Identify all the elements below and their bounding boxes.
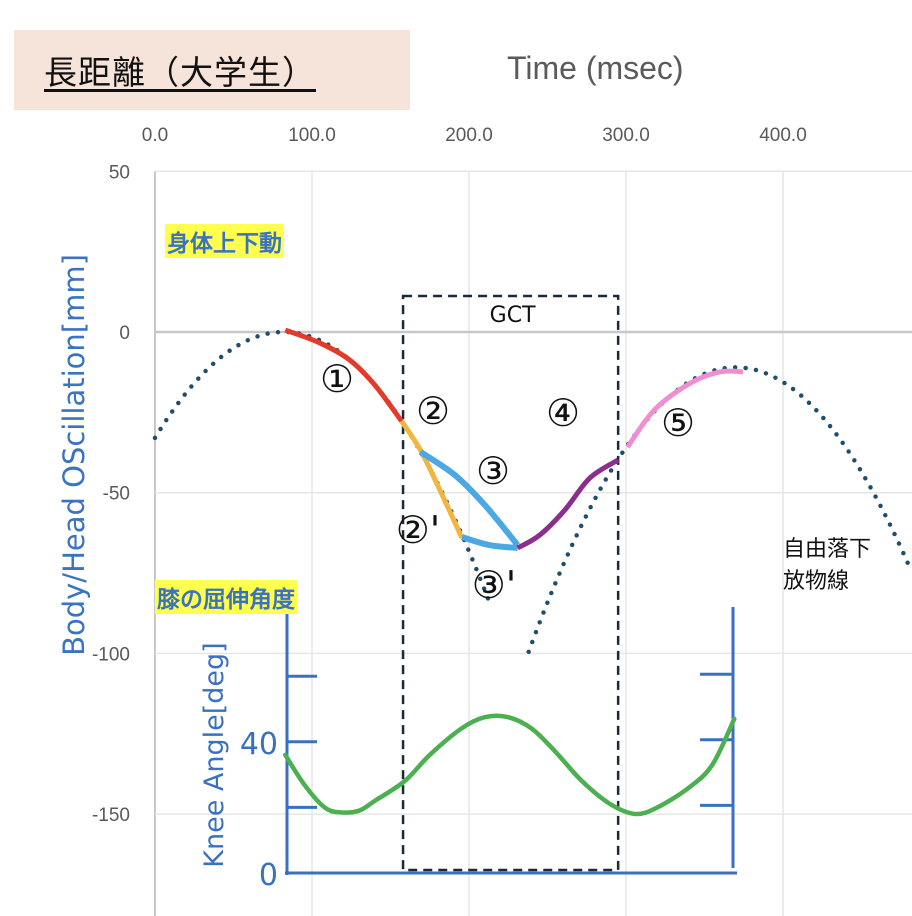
y-tick-label: -50 (103, 484, 130, 505)
y-axis-title: Body/Head OScillation[mm] (57, 254, 91, 656)
knee-tick-label: 40 (240, 727, 278, 762)
title-box (14, 30, 410, 110)
phase-3-line (418, 449, 520, 547)
label-phase-1: ① (320, 357, 354, 401)
phase-4-line (516, 457, 620, 551)
phase-2-line (399, 419, 465, 540)
label-phase-3: ③ (476, 449, 510, 493)
y-tick-label: 50 (109, 162, 130, 183)
x-tick-label: 400.0 (759, 125, 807, 146)
x-tick-label: 200.0 (445, 125, 493, 146)
free-fall-line1: 自由落下 (783, 537, 872, 562)
free-fall-line2: 放物線 (783, 569, 850, 594)
knee-section-label: 膝の屈伸角度 (155, 580, 297, 614)
label-phase-2p: ②' (396, 508, 441, 552)
label-phase-3p: ③' (472, 563, 517, 607)
body-section-label: 身体上下動 (165, 224, 284, 258)
phase-3-prime-line (461, 534, 518, 551)
x-tick-label: 100.0 (288, 125, 336, 146)
y-tick-label: -150 (92, 805, 130, 826)
label-phase-2: ② (416, 389, 450, 433)
y-tick-label: 0 (119, 323, 130, 344)
label-phase-4: ④ (546, 391, 580, 435)
free-fall-2-curve (526, 365, 912, 655)
phase-1-line (284, 327, 404, 423)
chart-title: 長距離（大学生） (44, 53, 316, 92)
gct-window (401, 294, 620, 872)
x-tick-label: 0.0 (142, 125, 168, 146)
x-axis-title: Time (msec) (507, 50, 684, 86)
knee-axis-title: Knee Angle[deg] (199, 642, 230, 867)
label-phase-5: ⑤ (661, 401, 695, 445)
free-fall-note: 自由落下 放物線 (783, 534, 871, 598)
x-tick-label: 300.0 (602, 125, 650, 146)
gct-label: GCT (490, 303, 536, 328)
phase-5-line (625, 368, 744, 449)
y-tick-label: -100 (92, 644, 130, 665)
knee-tick-label: 0 (259, 858, 278, 893)
knee-angle-line (283, 713, 737, 817)
